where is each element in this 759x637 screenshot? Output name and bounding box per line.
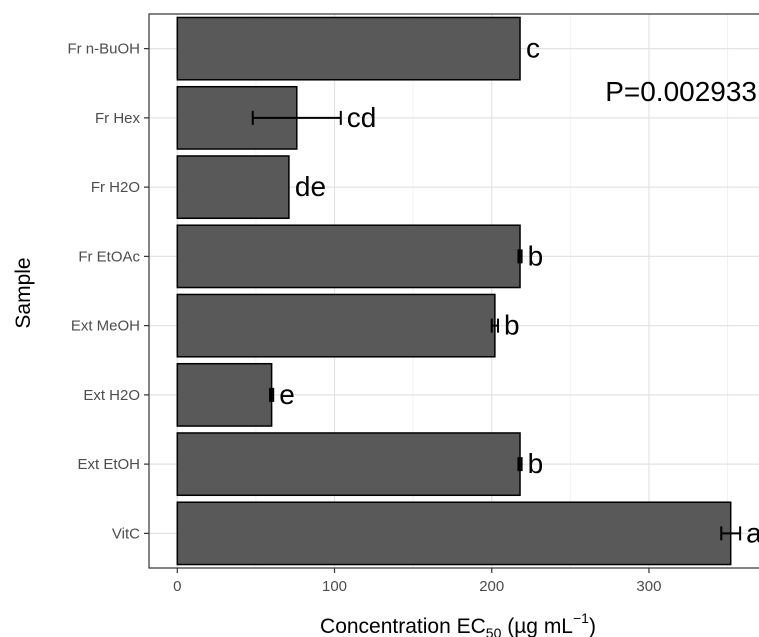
x-axis-title-units: (µg mL — [501, 615, 573, 637]
y-tick-label: Ext EtOH — [77, 456, 140, 473]
p-value-annotation: P=0.002933 — [605, 76, 757, 107]
y-tick-label: Ext MeOH — [71, 318, 140, 335]
bar — [176, 16, 521, 81]
significance-letter: a — [746, 517, 759, 548]
significance-letter: cd — [347, 102, 377, 133]
x-tick-label: 0 — [173, 578, 181, 595]
significance-letter: b — [504, 310, 520, 341]
x-axis: 0 100 200 300 — [173, 568, 661, 595]
bar — [176, 155, 290, 220]
x-axis-title-main: Concentration EC — [320, 615, 486, 637]
x-tick-label: 200 — [479, 578, 504, 595]
y-tick-label: Fr Hex — [95, 110, 141, 127]
bar — [176, 362, 273, 427]
x-axis-title: Concentration EC50 (µg mL−1) — [320, 610, 596, 637]
significance-letter: de — [295, 171, 326, 202]
y-tick-label: Fr EtOAc — [78, 248, 140, 265]
bar — [176, 293, 496, 358]
bar — [176, 501, 732, 566]
x-tick-label: 300 — [636, 578, 661, 595]
significance-letter: b — [528, 240, 544, 271]
bar — [176, 224, 521, 289]
y-tick-label: Ext H2O — [83, 387, 140, 404]
significance-letter: c — [526, 33, 540, 64]
y-tick-label: Fr H2O — [91, 179, 140, 196]
y-axis: VitC Ext EtOH Ext H2O Ext MeOH Fr EtOAc Fr H2… — [67, 41, 149, 542]
error-bars — [251, 110, 742, 541]
y-tick-label: VitC — [112, 525, 140, 542]
y-tick-label: Fr n-BuOH — [67, 41, 140, 58]
x-axis-title-superscript: −1 — [573, 610, 589, 626]
x-axis-title-subscript: 50 — [486, 625, 502, 637]
x-axis-title-close: ) — [589, 615, 596, 637]
significance-letter: b — [528, 448, 544, 479]
y-axis-title: Sample — [12, 257, 35, 328]
bar — [176, 432, 521, 497]
significance-letters: a b e b b de cd c — [279, 33, 759, 549]
significance-letter: e — [279, 379, 295, 410]
panel-border — [148, 13, 759, 569]
bars — [176, 16, 732, 566]
x-tick-label: 100 — [322, 578, 347, 595]
